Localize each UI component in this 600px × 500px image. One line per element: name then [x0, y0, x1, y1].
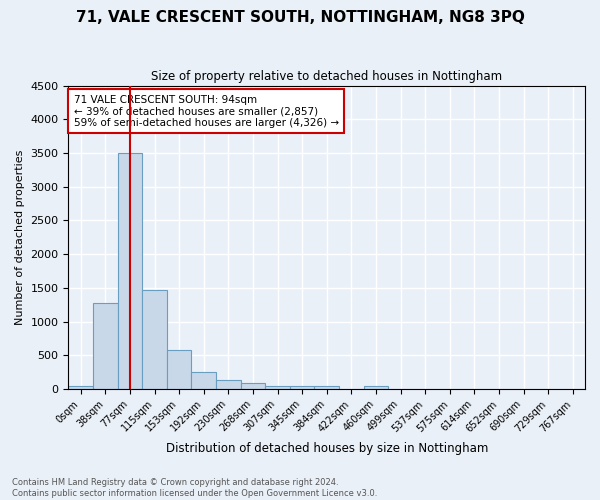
Bar	[364, 386, 388, 389]
Bar	[93, 302, 118, 389]
Bar	[314, 386, 339, 389]
Text: 71 VALE CRESCENT SOUTH: 94sqm
← 39% of detached houses are smaller (2,857)
59% o: 71 VALE CRESCENT SOUTH: 94sqm ← 39% of d…	[74, 94, 338, 128]
Bar	[191, 372, 216, 389]
Bar	[241, 383, 265, 389]
Bar	[142, 290, 167, 389]
Bar	[290, 386, 314, 389]
Bar	[216, 380, 241, 389]
X-axis label: Distribution of detached houses by size in Nottingham: Distribution of detached houses by size …	[166, 442, 488, 455]
Bar	[68, 386, 93, 389]
Bar	[167, 350, 191, 389]
Y-axis label: Number of detached properties: Number of detached properties	[15, 150, 25, 325]
Text: Contains HM Land Registry data © Crown copyright and database right 2024.
Contai: Contains HM Land Registry data © Crown c…	[12, 478, 377, 498]
Title: Size of property relative to detached houses in Nottingham: Size of property relative to detached ho…	[151, 70, 502, 83]
Bar	[118, 153, 142, 389]
Text: 71, VALE CRESCENT SOUTH, NOTTINGHAM, NG8 3PQ: 71, VALE CRESCENT SOUTH, NOTTINGHAM, NG8…	[76, 10, 524, 25]
Bar	[265, 386, 290, 389]
